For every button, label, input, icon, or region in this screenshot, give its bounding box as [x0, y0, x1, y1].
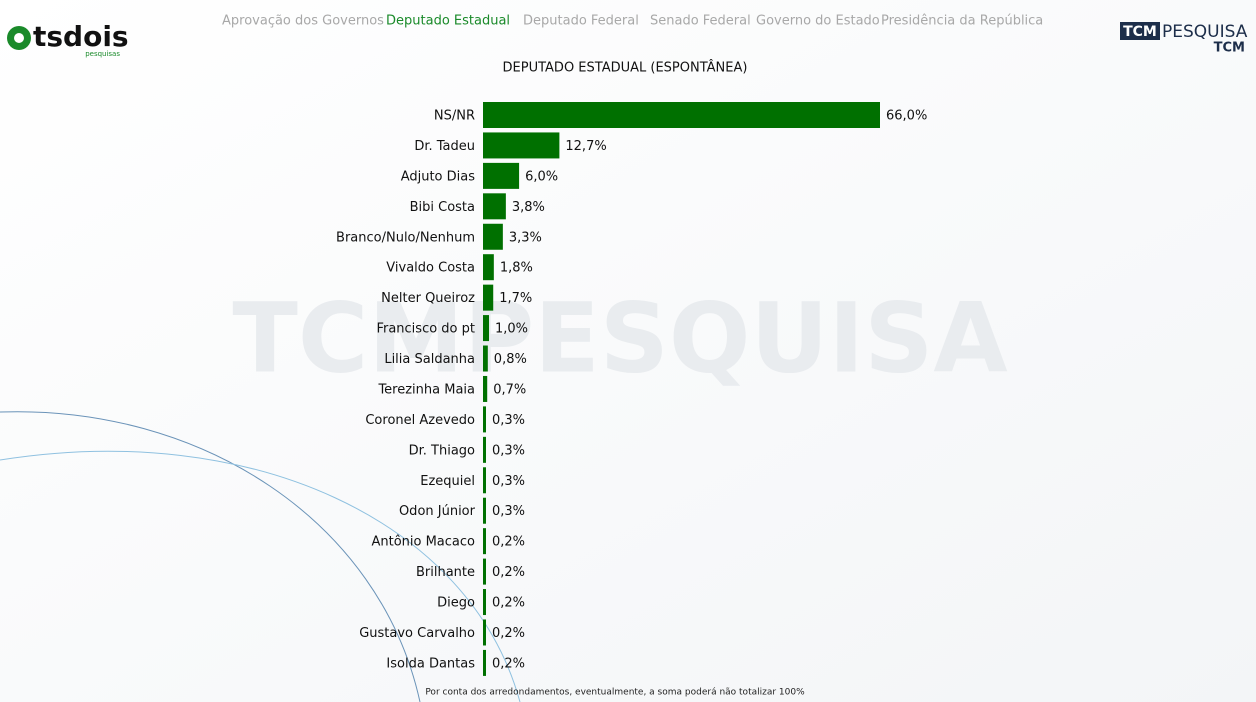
- logo-tagline: pesquisas: [85, 50, 120, 58]
- category-label: Adjuto Dias: [401, 169, 476, 184]
- category-label: Brilhante: [416, 565, 475, 580]
- value-label: 0,7%: [493, 382, 526, 397]
- bar: [483, 315, 490, 342]
- value-label: 3,3%: [509, 230, 542, 245]
- category-label: Dr. Tadeu: [414, 139, 475, 154]
- bar: [483, 619, 486, 646]
- logo-box: [1120, 22, 1160, 40]
- value-label: 1,0%: [495, 322, 528, 337]
- nav-item[interactable]: Deputado Estadual: [386, 14, 510, 29]
- bar: [483, 162, 520, 189]
- bar: [483, 436, 486, 463]
- logo-brand: TCM: [1123, 24, 1157, 40]
- bar: [483, 193, 506, 220]
- value-label: 0,3%: [492, 504, 525, 519]
- bar: [483, 558, 486, 585]
- value-label: 0,2%: [492, 656, 525, 671]
- bar: [483, 284, 494, 311]
- value-label: 0,2%: [492, 565, 525, 580]
- chart-title: DEPUTADO ESTADUAL (ESPONTÂNEA): [503, 60, 748, 76]
- logo-sub: TCM: [1214, 41, 1245, 56]
- category-label: Diego: [437, 596, 475, 611]
- value-label: 66,0%: [886, 109, 927, 124]
- nav-item[interactable]: Presidência da República: [881, 14, 1043, 29]
- value-label: 0,3%: [492, 443, 525, 458]
- value-label: 0,2%: [492, 596, 525, 611]
- bar: [483, 467, 486, 494]
- bar: [483, 375, 488, 402]
- bar: [483, 102, 880, 128]
- bar: [483, 223, 503, 250]
- category-label: Gustavo Carvalho: [359, 626, 475, 641]
- category-label: Terezinha Maia: [377, 382, 475, 397]
- value-label: 1,8%: [500, 261, 533, 276]
- category-label: Lilia Saldanha: [384, 352, 475, 367]
- value-label: 12,7%: [565, 139, 606, 154]
- category-label: Odon Júnior: [399, 504, 476, 519]
- nav-item[interactable]: Senado Federal: [650, 14, 751, 29]
- category-label: Ezequiel: [420, 474, 475, 489]
- bar: [483, 497, 486, 524]
- value-label: 1,7%: [499, 291, 532, 306]
- bar: [483, 132, 560, 159]
- category-label: Nelter Queiroz: [381, 291, 475, 306]
- bar: [483, 528, 486, 555]
- bar: [483, 345, 488, 372]
- deco-arc: [0, 450, 521, 702]
- logo-word: PESQUISA: [1162, 22, 1248, 42]
- category-label: NS/NR: [434, 109, 475, 124]
- category-label: Dr. Thiago: [409, 443, 475, 458]
- nav-item[interactable]: Aprovação dos Governos: [222, 14, 384, 29]
- value-label: 0,2%: [492, 535, 525, 550]
- bar: [483, 589, 486, 616]
- category-label: Isolda Dantas: [386, 656, 475, 671]
- category-label: Branco/Nulo/Nenhum: [336, 230, 475, 245]
- value-label: 0,2%: [492, 626, 525, 641]
- bar: [483, 254, 494, 281]
- value-label: 0,8%: [494, 352, 527, 367]
- value-label: 0,3%: [492, 413, 525, 428]
- nav-item[interactable]: Governo do Estado: [756, 14, 880, 29]
- deco-arc: [0, 411, 421, 702]
- value-label: 6,0%: [525, 169, 558, 184]
- bar: [483, 406, 486, 433]
- value-label: 3,8%: [512, 200, 545, 215]
- watermark: TCMPESQUISA: [232, 282, 1007, 394]
- category-label: Coronel Azevedo: [365, 413, 475, 428]
- category-label: Francisco do pt: [376, 322, 475, 337]
- category-label: Antônio Macaco: [371, 535, 475, 550]
- logo-name: tsdois: [33, 20, 129, 53]
- category-label: Vivaldo Costa: [386, 261, 475, 276]
- nav-item[interactable]: Deputado Federal: [523, 14, 639, 29]
- logo-icon: [14, 33, 24, 43]
- category-label: Bibi Costa: [410, 200, 475, 215]
- footnote: Por conta dos arredondamentos, eventualm…: [425, 688, 805, 698]
- bar: [483, 649, 486, 676]
- value-label: 0,3%: [492, 474, 525, 489]
